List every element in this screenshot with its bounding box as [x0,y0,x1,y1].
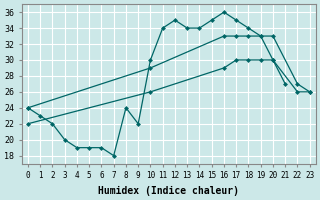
X-axis label: Humidex (Indice chaleur): Humidex (Indice chaleur) [98,186,239,196]
